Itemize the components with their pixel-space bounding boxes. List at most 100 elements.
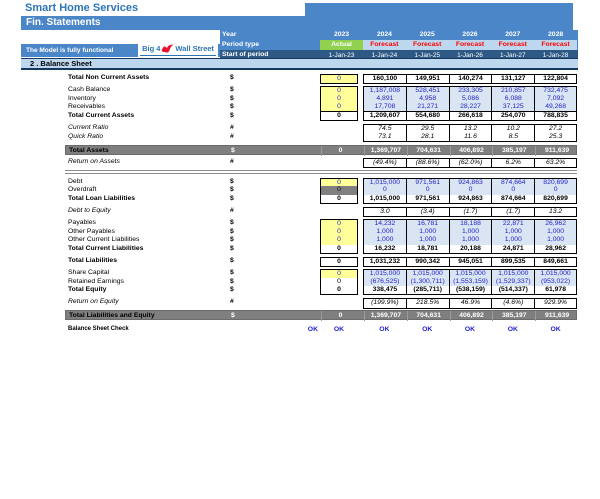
year-cell-4: 2027: [505, 31, 521, 38]
value-cell: 266,618: [448, 111, 492, 122]
value-cell-2023: 0: [320, 257, 358, 268]
value-cell-2023: 0: [320, 194, 358, 205]
value-cell: 911,639: [535, 145, 578, 156]
table-row: Overdraft $0 0 0 0 0 0: [65, 186, 577, 196]
value-cell: 911,639: [535, 311, 578, 322]
unit-cell: $: [230, 186, 234, 194]
value-cell: 704,631: [406, 145, 450, 156]
unit-cell: $: [230, 227, 234, 235]
value-cell: 28.1: [405, 132, 449, 142]
value-cell: 28,962: [534, 244, 577, 255]
header-startofperiod-band: [220, 50, 578, 61]
balance-check-row: Balance Sheet Check OK OK OK OK OK OK OK: [65, 325, 577, 334]
value-cell: 11.6: [448, 132, 492, 142]
check-ok-4: OK: [464, 326, 476, 334]
unit-cell: $: [230, 286, 234, 294]
start-date-cell-4: 1-Jan-27: [499, 52, 526, 59]
statement-title-bar: Fin. Statements: [21, 16, 573, 30]
row-label: Cash Balance: [68, 86, 111, 94]
value-cell: 3.0: [363, 207, 406, 218]
period-type-header-row: Actual Forecast Forecast Forecast Forecast Fo…: [320, 40, 577, 50]
value-cell: 1,015,000: [363, 194, 406, 205]
unit-cell: $: [230, 111, 234, 119]
row-label: Total Equity: [68, 286, 107, 294]
value-cell: (514,337): [491, 286, 535, 296]
value-cell: 73.1: [363, 132, 406, 142]
year-cell-0: 2023: [333, 31, 350, 38]
value-cell: 46.9%: [448, 298, 492, 309]
row-label: Total Assets: [69, 146, 109, 154]
logo-text-left: Big 4: [142, 43, 161, 53]
value-cell: (538,159): [448, 286, 492, 296]
value-cell: (49.4%): [363, 158, 406, 169]
header-blue-block: [305, 3, 573, 16]
row-label: Receivables: [68, 103, 106, 111]
unit-cell: $: [230, 74, 234, 81]
check-ok-3: OK: [422, 326, 433, 334]
row-label: Total Current Assets: [68, 111, 135, 119]
value-cell: 6.2%: [491, 158, 535, 169]
unit-cell: $: [230, 269, 234, 277]
table-row: Total Current Assets $0 1,209,607 554,680 26…: [65, 111, 577, 122]
value-cell: 820,699: [534, 194, 577, 205]
row-label: Debt: [68, 177, 83, 185]
table-row: Other Current Liabilities $0 1,000 1,000 1,0…: [65, 236, 577, 246]
year-cell-3: 2026: [462, 31, 478, 38]
value-cell: 385,197: [492, 145, 535, 156]
unit-cell: #: [230, 298, 234, 306]
balance-sheet-table: Total Non Current Assets $0 160,100 149,951…: [65, 74, 577, 334]
logo-text-right: Wall Street: [175, 43, 214, 53]
value-cell: 25.3: [534, 132, 577, 142]
unit-cell: $: [230, 244, 234, 252]
value-cell: (88.6%): [405, 158, 449, 169]
unit-cell: $: [231, 312, 235, 320]
value-cell: (1.7): [491, 207, 535, 218]
row-label: Total Current Liabilities: [68, 244, 144, 252]
value-cell: 20,188: [448, 244, 492, 255]
value-cell: 971,561: [405, 194, 449, 205]
row-label: Total Loan Liabilities: [68, 194, 136, 202]
unit-cell: $: [230, 94, 234, 102]
section-title: 2 . Balance Sheet: [30, 59, 92, 68]
value-cell: (199.9%): [363, 298, 406, 309]
empty-cell-2023: [320, 298, 358, 308]
row-label: Other Current Liabilities: [68, 236, 140, 244]
value-cell: 1,031,232: [363, 257, 406, 268]
input-cell-2023[interactable]: 0: [320, 74, 358, 85]
table-row: Total Loan Liabilities $0 1,015,000 971,561…: [65, 194, 577, 205]
value-cell: 16,232: [363, 244, 406, 255]
start-date-cell-2: 1-Jan-25: [414, 52, 441, 59]
unit-cell: $: [231, 146, 235, 154]
period-type-cell-2: Forecast: [405, 40, 449, 50]
year-row-label: Year: [222, 31, 237, 38]
check-ok-6: OK: [550, 326, 561, 334]
value-cell: (285,711): [405, 286, 449, 296]
unit-cell: #: [230, 123, 234, 131]
value-cell: 149,951: [405, 74, 449, 85]
value-cell: 554,680: [405, 111, 449, 122]
value-cell: 218.5%: [405, 298, 449, 309]
value-cell: 140,274: [448, 74, 492, 85]
row-label: Current Ratio: [68, 123, 109, 131]
period-type-cell-0: Actual: [320, 40, 363, 50]
empty-cell-2023: [320, 133, 358, 142]
table-row: Inventory $0 4,891 4,958 5,086 6,088 7,092: [65, 94, 577, 104]
row-label: Total Non Current Assets: [68, 74, 150, 81]
period-type-row-label: Period type: [222, 41, 260, 48]
check-ok-2: OK: [379, 326, 390, 334]
value-cell: (1.7): [448, 207, 492, 218]
table-row: Current Ratio #74.5 29.5 13.2 10.2 27.2: [65, 123, 577, 135]
unit-cell: $: [230, 236, 234, 244]
table-row: Payables $0 14,232 16,781 18,188 22,871 26,962: [65, 219, 577, 230]
row-label: Retained Earnings: [68, 277, 124, 285]
row-label: Payables: [68, 219, 96, 227]
unit-cell: $: [230, 177, 234, 185]
start-of-period-row-label: Start of period: [222, 51, 269, 58]
value-cell: 254,070: [491, 111, 535, 122]
brand-logo: Big 4 Wall Street: [138, 40, 218, 58]
unit-cell: $: [230, 219, 234, 227]
table-row: Receivables $0 17,708 21,271 28,227 37,125 49,…: [65, 103, 577, 113]
row-label: Return on Equity: [68, 298, 119, 306]
start-date-cell-0: 1-Jan-23: [328, 52, 355, 59]
